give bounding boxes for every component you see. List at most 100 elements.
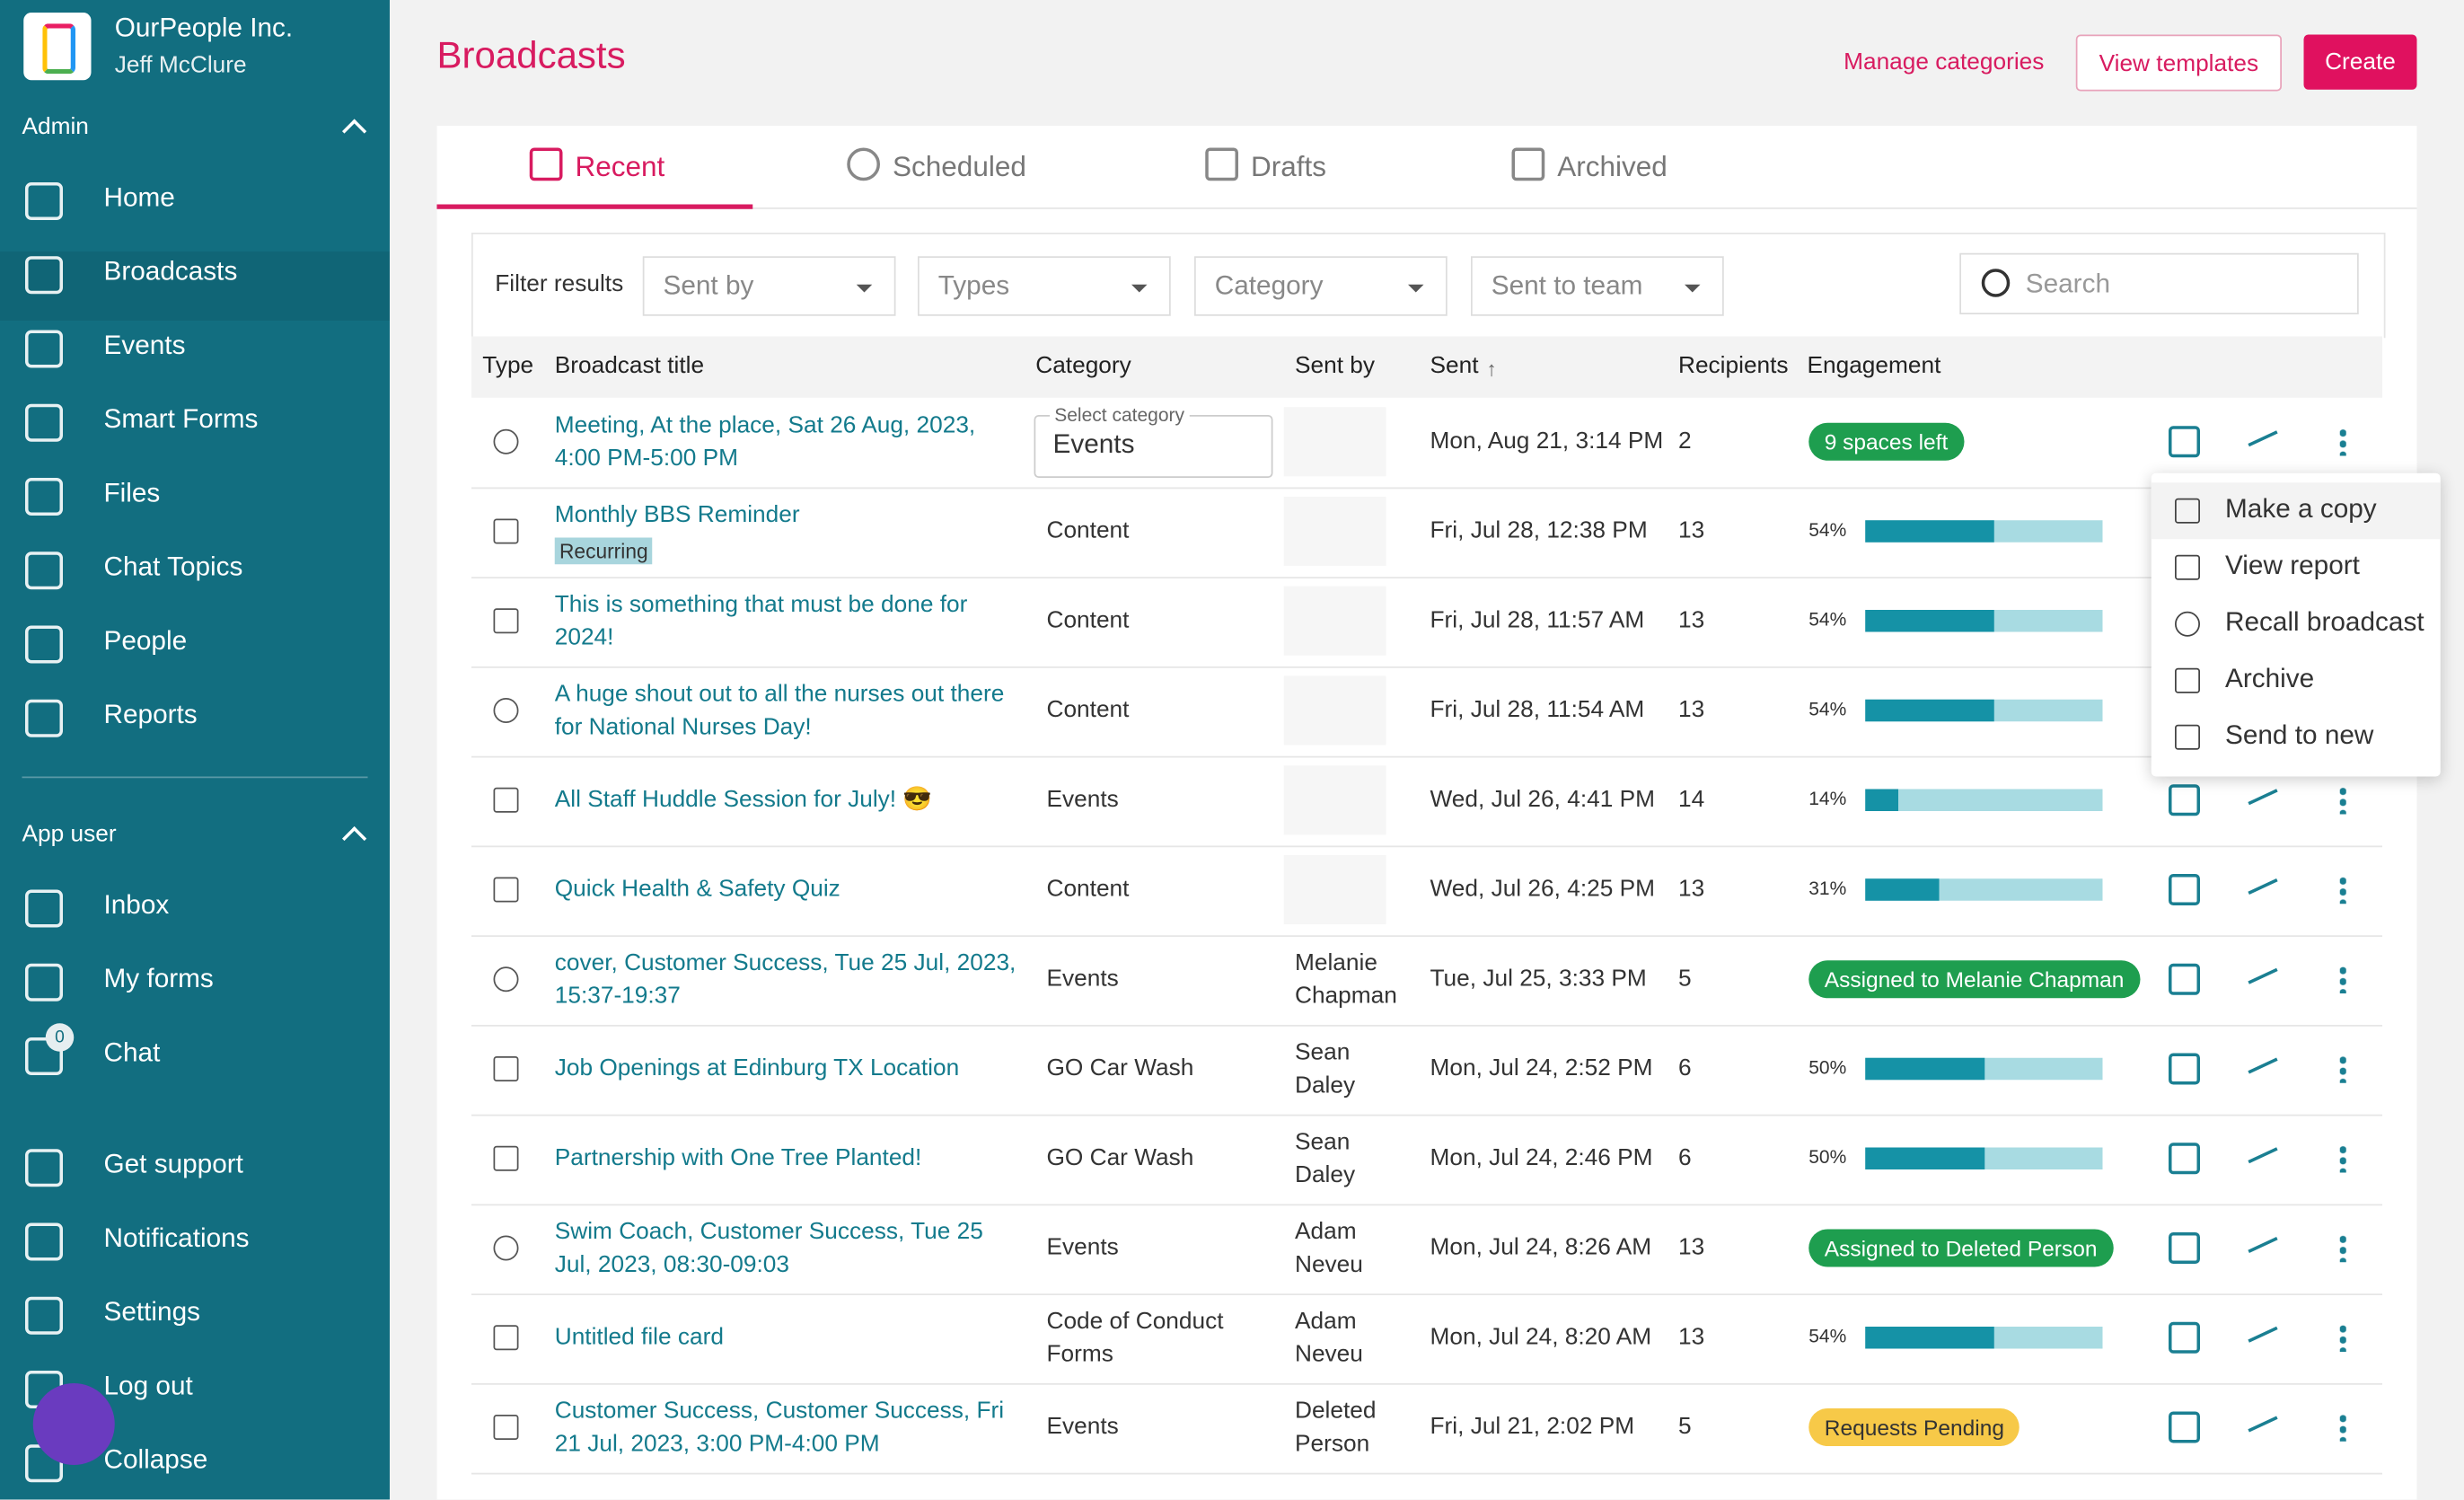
copy-action[interactable]	[2169, 1232, 2200, 1264]
nav-item[interactable]: Chat	[103, 1037, 161, 1068]
tab[interactable]: Archived	[1557, 150, 1668, 182]
nav-item[interactable]: Smart Forms	[103, 403, 259, 434]
broadcast-title[interactable]: Partnership with One Tree Planted!	[554, 1144, 922, 1171]
context-menu: Make a copy View report Recall broadcast Ar…	[2151, 472, 2441, 777]
more-action[interactable]	[2339, 965, 2346, 993]
more-action[interactable]	[2339, 1233, 2346, 1263]
nav-icon	[25, 182, 63, 220]
more-action[interactable]	[2339, 1144, 2346, 1173]
more-action[interactable]	[2339, 875, 2346, 904]
broadcast-title[interactable]: cover, Customer Success, Tue 25 Jul, 202…	[554, 949, 1016, 1010]
nav-item[interactable]: My forms	[103, 963, 214, 993]
copy-action[interactable]	[2169, 1053, 2200, 1085]
copy-action[interactable]	[2169, 1411, 2200, 1443]
manage-categories[interactable]: Manage categories	[1844, 49, 2045, 75]
copy-action[interactable]	[2169, 874, 2200, 905]
filter-dropdown[interactable]: Sent by	[642, 256, 896, 316]
tab[interactable]: Scheduled	[893, 150, 1026, 182]
nav-item[interactable]: People	[103, 625, 188, 656]
menu-item[interactable]: Recall broadcast	[2225, 606, 2424, 637]
tab[interactable]: Recent	[575, 150, 665, 182]
nav-item[interactable]: Events	[103, 330, 186, 360]
menu-item[interactable]: View report	[2225, 550, 2360, 580]
nav-icon	[25, 403, 63, 442]
engagement-label: 54%	[1808, 608, 1847, 631]
menu-item[interactable]: Make a copy	[2225, 493, 2377, 524]
sent-by-avatar	[1283, 675, 1386, 746]
nav-item[interactable]: Get support	[103, 1149, 243, 1179]
copy-action[interactable]	[2169, 426, 2200, 458]
copy-action[interactable]	[2169, 1321, 2200, 1354]
nav-icon	[25, 889, 63, 928]
menu-item[interactable]: Archive	[2225, 663, 2315, 693]
recipients: 13	[1678, 1323, 1705, 1351]
more-action[interactable]	[2339, 1054, 2346, 1083]
create-button[interactable]: Create	[2303, 34, 2417, 90]
active-tab-indicator	[436, 204, 753, 209]
engagement-track	[1865, 1057, 2103, 1081]
engagement-track	[1865, 1147, 2103, 1169]
nav-icon	[25, 1222, 63, 1261]
logo	[23, 13, 92, 81]
more-action[interactable]	[2339, 786, 2346, 815]
broadcast-title[interactable]: Job Openings at Edinburg TX Location	[554, 1054, 960, 1081]
broadcast-title[interactable]: A huge shout out to all the nurses out t…	[554, 680, 1005, 741]
broadcast-title[interactable]: Swim Coach, Customer Success, Tue 25 Jul…	[554, 1218, 983, 1278]
tab-divider	[436, 207, 2417, 209]
category: GO Car Wash	[1046, 1054, 1194, 1081]
type-icon	[493, 1325, 519, 1351]
tab[interactable]: Drafts	[1251, 150, 1327, 182]
engagement-label: 50%	[1808, 1145, 1847, 1169]
broadcast-title[interactable]: Quick Health & Safety Quiz	[554, 875, 840, 903]
sent-by-avatar	[1283, 855, 1386, 924]
help-bubble[interactable]	[32, 1383, 115, 1465]
nav-item[interactable]: Settings	[103, 1296, 201, 1327]
nav-item[interactable]: Inbox	[103, 889, 170, 920]
broadcast-title[interactable]: Customer Success, Customer Success, Fri …	[554, 1397, 1005, 1458]
nav-item[interactable]: Files	[103, 478, 161, 508]
row-divider	[471, 1293, 2382, 1295]
nav-item[interactable]: Notifications	[103, 1222, 250, 1253]
broadcast-title[interactable]: Meeting, At the place, Sat 26 Aug, 2023,…	[554, 411, 976, 472]
filter-dropdown[interactable]: Sent to team	[1471, 256, 1724, 316]
tab-icon	[1511, 147, 1545, 181]
row-divider	[471, 935, 2382, 937]
more-action[interactable]	[2339, 1323, 2346, 1352]
engagement-badge: Assigned to Deleted Person	[1808, 1229, 2113, 1267]
nav-item[interactable]: Collapse	[103, 1444, 208, 1475]
engagement-badge: Assigned to Melanie Chapman	[1808, 960, 2140, 999]
type-icon	[493, 518, 519, 544]
menu-item[interactable]: Send to new	[2225, 719, 2374, 750]
sent-by: Sean Daley	[1295, 1038, 1356, 1099]
broadcast-title[interactable]: All Staff Huddle Session for July! 😎	[554, 786, 933, 813]
view-templates[interactable]: View templates	[2075, 34, 2282, 92]
nav-icon	[25, 1149, 63, 1187]
broadcast-title[interactable]: Monthly BBS Reminder	[554, 501, 800, 528]
filter-dropdown[interactable]: Category	[1194, 256, 1448, 316]
more-action[interactable]	[2339, 1413, 2346, 1442]
column-header: Type	[482, 352, 534, 379]
nav-icon	[25, 1037, 63, 1075]
category: Events	[1046, 786, 1119, 813]
row-divider	[471, 845, 2382, 848]
nav-item[interactable]: Reports	[103, 699, 198, 729]
nav-item[interactable]: Home	[103, 182, 175, 213]
sent-date: Fri, Jul 28, 11:54 AM	[1430, 696, 1645, 723]
broadcast-title[interactable]: This is something that must be done for …	[554, 591, 968, 651]
menu-icon	[2175, 554, 2200, 580]
copy-action[interactable]	[2169, 963, 2200, 995]
sent-date: Mon, Jul 24, 2:52 PM	[1430, 1054, 1653, 1081]
nav-item[interactable]: Log out	[103, 1371, 193, 1401]
nav-item[interactable]: Chat Topics	[103, 551, 243, 582]
filter-dropdown[interactable]: Types	[918, 256, 1171, 316]
engagement-bar	[1865, 878, 1940, 901]
copy-action[interactable]	[2169, 784, 2200, 816]
nav-item[interactable]: Broadcasts	[103, 256, 238, 287]
broadcast-title[interactable]: Untitled file card	[554, 1323, 724, 1351]
more-action[interactable]	[2339, 428, 2346, 456]
recipients: 5	[1678, 965, 1692, 993]
search-box[interactable]: Search	[1959, 252, 2359, 314]
category: Content	[1046, 606, 1130, 634]
copy-action[interactable]	[2169, 1143, 2200, 1175]
recipients: 14	[1678, 786, 1705, 813]
